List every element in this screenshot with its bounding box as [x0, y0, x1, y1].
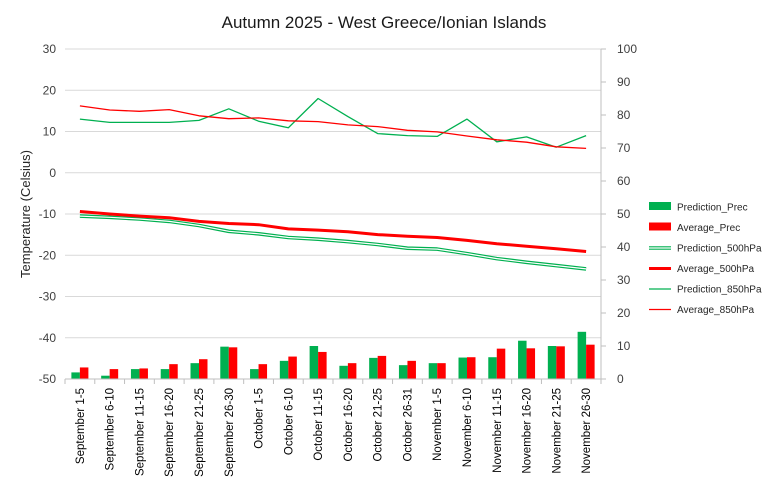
bar-prediction-prec	[250, 369, 259, 379]
bar-average-prec	[347, 363, 357, 379]
bar-average-prec	[556, 346, 565, 379]
legend-average-850hpa-label: Average_850hPa	[677, 305, 755, 316]
x-tick-label: September 26-30	[224, 388, 236, 477]
y-right-tick-label: 60	[617, 174, 631, 188]
y-left-tick-label: 20	[43, 83, 57, 97]
bar-prediction-prec	[101, 375, 110, 379]
bar-average-prec	[526, 348, 536, 379]
chart-title: Autumn 2025 - West Greece/Ionian Islands	[222, 13, 547, 32]
legend: Prediction_Prec Average_Prec Prediction_50…	[649, 202, 762, 316]
bar-average-prec	[377, 355, 387, 379]
x-tick-label: November 26-30	[581, 388, 593, 474]
x-tick-label: October 11-15	[313, 388, 325, 461]
bar-average-prec	[199, 359, 208, 379]
bar-average-prec	[467, 357, 476, 379]
bar-prediction-prec	[369, 357, 378, 379]
x-tick-label: September 16-20	[164, 388, 176, 477]
legend-average-500hpa-label: Average_500hPa	[677, 264, 755, 275]
bar-prediction-prec	[398, 365, 408, 379]
x-tick-label: November 1-5	[432, 388, 444, 461]
legend-prediction-500hpa-label: Prediction_500hPa	[677, 244, 762, 255]
legend-prediction-prec-label: Prediction_Prec	[677, 203, 748, 214]
line-average-500hpa	[79, 210, 587, 253]
bar-prediction-prec	[458, 357, 467, 379]
y-right-tick-label: 70	[617, 141, 631, 155]
y-right-tick-label: 80	[617, 108, 631, 122]
bar-prediction-prec	[547, 346, 557, 379]
y-tick-labels: 3020100-10-20-30-40-50100908070605040302…	[39, 42, 638, 386]
bar-average-prec	[228, 347, 238, 379]
x-tick-label: October 6-10	[283, 388, 295, 455]
y-axis-label: Temperature (Celsius)	[18, 150, 33, 278]
bar-series	[71, 331, 595, 379]
x-tick-label: November 16-20	[522, 388, 534, 474]
y-right-tick-label: 90	[617, 75, 631, 89]
legend-average-prec-swatch	[649, 222, 671, 231]
bar-prediction-prec	[577, 331, 587, 379]
y-left-tick-label: -10	[39, 207, 57, 221]
bar-prediction-prec	[130, 369, 140, 379]
x-tick-label: September 21-25	[194, 388, 206, 477]
y-right-tick-label: 40	[617, 240, 631, 254]
y-right-tick-label: 0	[617, 372, 624, 386]
bar-average-prec	[318, 351, 327, 379]
y-right-tick-label: 10	[617, 339, 631, 353]
bar-average-prec	[496, 348, 506, 379]
y-left-tick-label: 30	[43, 42, 57, 56]
x-tick-label: October 1-5	[254, 388, 266, 449]
line-average-850hpa	[79, 105, 587, 150]
x-tick-label: October 16-20	[343, 388, 355, 462]
legend-prediction-prec-swatch	[649, 202, 671, 210]
x-tick-label: October 21-25	[373, 388, 385, 462]
bar-average-prec	[586, 344, 595, 379]
axes	[64, 48, 606, 384]
bar-average-prec	[437, 363, 446, 379]
y-left-tick-label: 10	[43, 125, 57, 139]
bar-prediction-prec	[518, 340, 527, 379]
bar-prediction-prec	[220, 346, 229, 379]
line-series	[79, 97, 587, 271]
y-left-tick-label: -30	[39, 290, 57, 304]
y-left-tick-label: -40	[39, 331, 57, 345]
bar-prediction-prec	[309, 346, 319, 379]
y-right-tick-label: 30	[617, 273, 631, 287]
y-left-tick-label: -20	[39, 248, 57, 262]
bar-average-prec	[139, 368, 148, 379]
bar-average-prec	[169, 364, 178, 379]
x-tick-label: November 21-25	[551, 388, 563, 474]
bar-average-prec	[258, 364, 268, 379]
bar-prediction-prec	[488, 357, 497, 379]
bar-prediction-prec	[279, 360, 289, 379]
bar-prediction-prec	[428, 363, 438, 379]
x-tick-label: November 11-15	[492, 388, 504, 473]
legend-prediction-850hpa-label: Prediction_850hPa	[677, 285, 762, 296]
y-left-tick-label: -50	[39, 372, 57, 386]
x-tick-label: October 26-31	[402, 388, 414, 462]
y-right-tick-label: 20	[617, 306, 631, 320]
x-tick-labels: September 1-5 September 6-10 September 11-…	[75, 388, 593, 477]
y-left-tick-label: 0	[49, 166, 56, 180]
x-tick-label: September 11-15	[134, 388, 146, 476]
line-prediction-850hpa	[79, 97, 587, 148]
x-tick-label: November 6-10	[462, 388, 474, 467]
bar-prediction-prec	[190, 363, 199, 379]
bar-average-prec	[79, 367, 89, 379]
bar-average-prec	[109, 369, 119, 379]
bar-prediction-prec	[339, 365, 348, 379]
legend-average-prec-label: Average_Prec	[677, 223, 740, 234]
bar-average-prec	[407, 360, 416, 379]
y-right-tick-label: 100	[617, 42, 637, 56]
y-right-tick-label: 50	[617, 207, 631, 221]
bar-average-prec	[288, 356, 297, 379]
x-tick-label: September 6-10	[105, 388, 117, 470]
line-prediction-500hpa-inner	[79, 215, 587, 270]
bar-prediction-prec	[71, 372, 80, 379]
x-tick-label: September 1-5	[75, 388, 87, 464]
bar-prediction-prec	[160, 369, 170, 379]
